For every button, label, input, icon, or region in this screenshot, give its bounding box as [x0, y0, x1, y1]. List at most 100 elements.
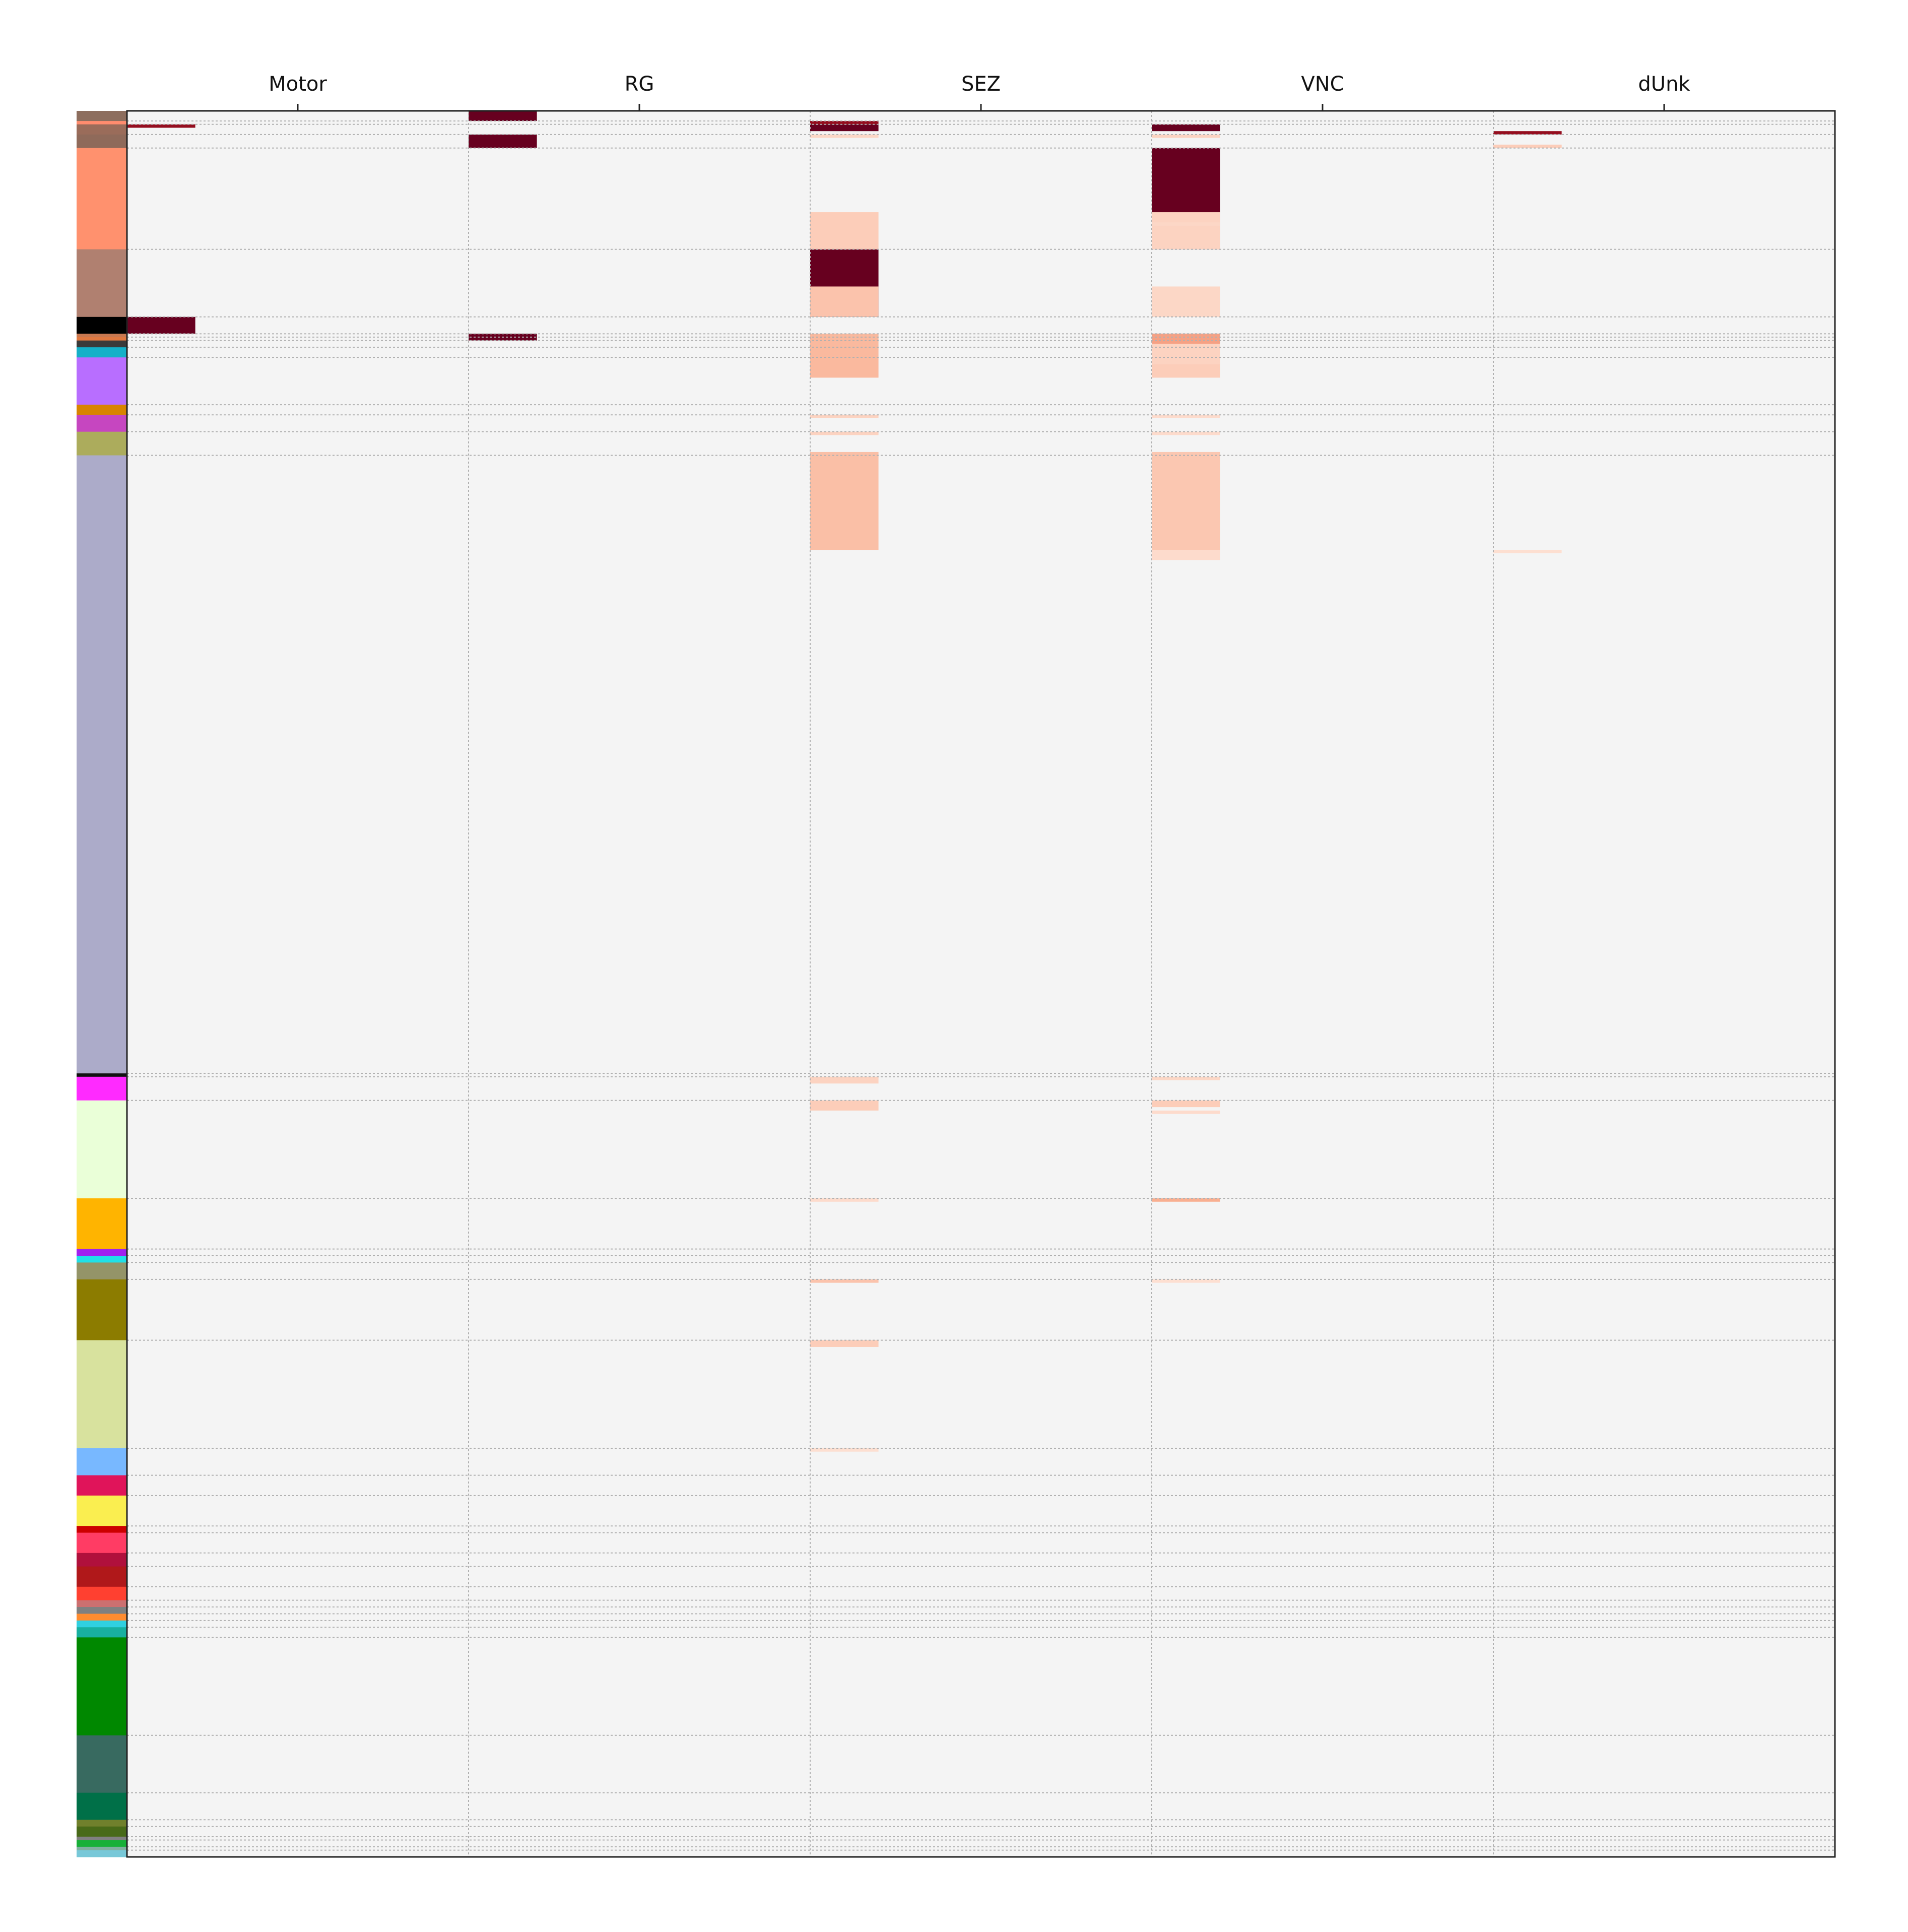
row-group-swatch-43 — [77, 1836, 127, 1840]
heatmap-cell-35 — [1152, 550, 1220, 560]
row-group-swatch-15 — [77, 455, 127, 1074]
row-group-swatch-20 — [77, 1249, 127, 1256]
heatmap-cell-15 — [1152, 286, 1220, 317]
row-group-swatch-31 — [77, 1566, 127, 1587]
heatmap-cell-21 — [1152, 452, 1220, 550]
heatmap-cell-6 — [1493, 131, 1562, 135]
row-group-swatch-16 — [77, 1073, 127, 1077]
row-group-swatch-25 — [77, 1448, 127, 1476]
row-group-swatch-4 — [77, 148, 127, 250]
row-group-swatch-35 — [77, 1614, 127, 1621]
row-group-swatch-41 — [77, 1820, 127, 1827]
row-group-swatch-30 — [77, 1553, 127, 1567]
heatmap-cell-29 — [1152, 222, 1220, 226]
plot-frame — [126, 110, 1836, 1858]
row-group-swatch-27 — [77, 1495, 127, 1526]
row-group-swatch-46 — [77, 1850, 127, 1857]
heatmap-cell-14 — [1152, 212, 1220, 249]
row-group-swatch-33 — [77, 1600, 127, 1607]
row-group-swatch-5 — [77, 249, 127, 317]
row-group-swatch-37 — [77, 1627, 127, 1638]
row-group-swatch-9 — [77, 340, 127, 348]
heatmap-cell-39 — [810, 1198, 879, 1202]
heatmap-cell-28 — [810, 212, 879, 249]
row-group-swatch-1 — [77, 121, 127, 125]
heatmap-cell-38 — [1152, 1110, 1220, 1114]
heatmap-cell-4 — [810, 124, 879, 132]
row-group-swatch-23 — [77, 1279, 127, 1341]
heatmap-cell-36 — [810, 1076, 879, 1084]
heatmap-cell-33 — [810, 431, 879, 435]
row-group-swatch-24 — [77, 1340, 127, 1449]
heatmap-cell-22 — [1493, 550, 1562, 553]
row-group-swatch-26 — [77, 1475, 127, 1496]
row-group-swatch-44 — [77, 1840, 127, 1847]
x-tick-label-sez: SEZ — [961, 73, 1001, 96]
row-group-swatch-10 — [77, 347, 127, 358]
heatmap-cell-31 — [810, 334, 879, 378]
x-tick-label-vnc: VNC — [1301, 73, 1344, 96]
heatmap-cell-23 — [1152, 1076, 1220, 1080]
row-group-swatch-6 — [77, 316, 127, 334]
heatmap-cell-24 — [1152, 1100, 1220, 1108]
grid-lines — [127, 111, 1835, 1857]
heatmap-cell-27 — [810, 134, 879, 138]
row-group-color-strip — [77, 111, 127, 1857]
heatmap-cell-25 — [1152, 1198, 1220, 1202]
heatmap-cell-0 — [469, 111, 537, 121]
heatmap-cell-19 — [1152, 415, 1220, 418]
plot-area — [127, 111, 1835, 1857]
heatmap-cell-5 — [1152, 124, 1220, 132]
row-group-swatch-21 — [77, 1256, 127, 1263]
row-group-swatch-45 — [77, 1846, 127, 1851]
heatmap-cell-12 — [1493, 145, 1562, 148]
row-group-swatch-8 — [77, 337, 127, 341]
heatmap-cell-30 — [810, 286, 879, 317]
row-group-swatch-34 — [77, 1607, 127, 1614]
row-group-swatch-38 — [77, 1637, 127, 1736]
heatmap-cell-17 — [1152, 344, 1220, 364]
row-group-swatch-40 — [77, 1792, 127, 1820]
row-group-swatch-12 — [77, 405, 127, 415]
heatmap-cell-3 — [810, 121, 879, 124]
heatmap-cell-37 — [810, 1100, 879, 1111]
heatmap-cell-9 — [127, 316, 195, 334]
heatmap-cell-2 — [127, 124, 195, 128]
heatmap-cell-32 — [810, 415, 879, 418]
heatmap-cells — [127, 111, 1562, 1452]
plot-background — [127, 111, 1835, 1857]
row-group-swatch-3 — [77, 134, 127, 149]
plot-border — [126, 110, 1836, 1858]
x-tick-label-motor: Motor — [269, 73, 327, 96]
row-group-swatch-18 — [77, 1100, 127, 1199]
row-group-swatch-28 — [77, 1526, 127, 1533]
row-group-swatch-0 — [77, 111, 127, 121]
row-group-swatch-13 — [77, 415, 127, 432]
row-group-swatch-42 — [77, 1826, 127, 1837]
row-group-swatch-7 — [77, 334, 127, 338]
row-group-swatch-29 — [77, 1532, 127, 1554]
heatmap-cell-41 — [810, 1340, 879, 1347]
row-group-swatch-36 — [77, 1620, 127, 1628]
row-group-swatch-17 — [77, 1076, 127, 1101]
heatmap-cell-13 — [1152, 134, 1220, 138]
x-axis-ticks: Motor RG SEZ VNC dUnk — [269, 73, 1690, 111]
heatmap-cell-18 — [1152, 364, 1220, 378]
row-group-swatch-2 — [77, 124, 127, 135]
row-group-swatch-14 — [77, 431, 127, 456]
heatmap-cell-40 — [810, 1279, 879, 1283]
heatmap-cell-20 — [1152, 431, 1220, 435]
row-group-swatch-32 — [77, 1586, 127, 1601]
row-group-swatch-39 — [77, 1735, 127, 1793]
row-group-swatch-11 — [77, 357, 127, 405]
heatmap-cell-16 — [1152, 334, 1220, 344]
row-group-swatch-19 — [77, 1198, 127, 1250]
x-tick-label-dunk: dUnk — [1638, 73, 1690, 96]
x-tick-label-rg: RG — [625, 73, 654, 96]
heatmap-cell-1 — [469, 134, 537, 148]
heatmap-cell-34 — [810, 452, 879, 550]
heatmap-cell-42 — [810, 1448, 879, 1452]
heatmap-cell-26 — [1152, 1279, 1220, 1283]
row-group-swatch-22 — [77, 1262, 127, 1280]
